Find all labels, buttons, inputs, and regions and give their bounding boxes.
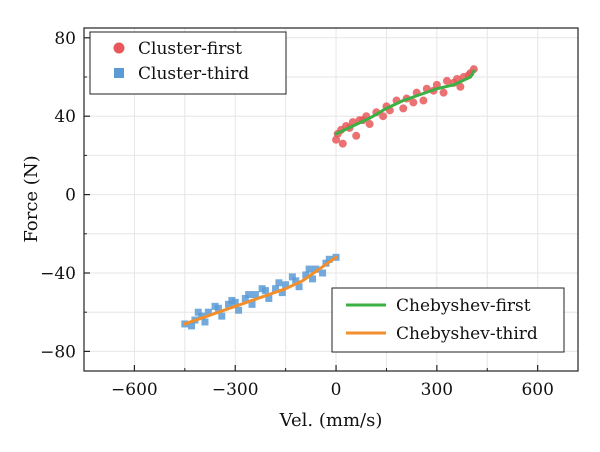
- y-tick-label: 0: [65, 186, 76, 206]
- cluster-first-point: [456, 82, 465, 91]
- legend-marker-cluster-third: [114, 68, 124, 78]
- cluster-third-point: [188, 322, 196, 330]
- legend-box-bottom-right: [331, 287, 565, 353]
- cluster-third-point: [258, 285, 266, 293]
- cluster-third-point: [204, 308, 212, 316]
- cluster-third-point: [275, 279, 283, 287]
- legend-label-cluster-first: Cluster-first: [138, 39, 242, 59]
- cluster-first-point: [409, 98, 418, 107]
- y-tick-label: 80: [54, 29, 76, 49]
- legend-label-cluster-third: Cluster-third: [138, 64, 249, 84]
- plot-frame: [83, 27, 579, 372]
- y-tick-label: −40: [40, 264, 76, 284]
- cluster-third-point: [302, 271, 310, 279]
- tick-labels: −600 −300 0 300 600 −80 −40 0 40 80: [40, 29, 554, 400]
- legend-label-chebyshev-first: Chebyshev-first: [396, 296, 531, 316]
- cluster-third-point: [245, 291, 253, 299]
- cluster-third-point: [198, 312, 206, 320]
- cluster-third-point: [292, 277, 300, 285]
- cluster-first-point: [399, 104, 408, 113]
- x-tick-label: 600: [521, 380, 553, 400]
- cluster-third-point: [218, 312, 226, 320]
- x-tick-label: −600: [111, 380, 158, 400]
- cluster-first-point: [365, 120, 374, 129]
- legend-box-top-left: [89, 31, 287, 95]
- cluster-first-point: [352, 131, 361, 140]
- grid: [83, 28, 578, 371]
- cluster-first-point: [439, 88, 448, 97]
- axis-ticks: [83, 37, 539, 371]
- cluster-third-point: [225, 300, 233, 308]
- cluster-third-point: [194, 308, 202, 316]
- cluster-first-point: [442, 76, 451, 85]
- x-tick-label: −300: [212, 380, 259, 400]
- y-axis-label: Force (N): [21, 155, 42, 242]
- cluster-third-point: [295, 283, 303, 291]
- cluster-third-point: [241, 294, 249, 302]
- legend-label-chebyshev-third: Chebyshev-third: [396, 324, 538, 344]
- legend-bottom-right: Chebyshev-first Chebyshev-third: [331, 287, 565, 353]
- cluster-third-point: [211, 302, 219, 310]
- cluster-third-point: [251, 291, 259, 299]
- x-tick-label: 0: [331, 380, 342, 400]
- y-tick-label: −80: [40, 342, 76, 362]
- cluster-third-point: [305, 265, 313, 273]
- cluster-first-point: [469, 65, 478, 74]
- cluster-third-point: [309, 275, 317, 283]
- cluster-third-point: [235, 306, 243, 314]
- cluster-third-point: [278, 289, 286, 297]
- cluster-third-point: [265, 294, 273, 302]
- cluster-third-point: [248, 300, 256, 308]
- cluster-third-point: [325, 255, 333, 263]
- cluster-third-point: [282, 281, 290, 289]
- cluster-first-point: [338, 139, 347, 148]
- cluster-third-point: [228, 296, 236, 304]
- plot-series: [181, 65, 478, 330]
- legend-marker-cluster-first: [113, 42, 125, 54]
- y-tick-label: 40: [54, 107, 76, 127]
- cluster-third-point: [312, 265, 320, 273]
- x-tick-label: 300: [421, 380, 453, 400]
- cluster-third-point: [272, 285, 280, 293]
- cluster-third-point: [288, 273, 296, 281]
- x-axis-label: Vel. (mm/s): [279, 410, 383, 431]
- cluster-first-point: [419, 96, 428, 105]
- cluster-first-point: [379, 112, 388, 121]
- cluster-third-point: [201, 318, 209, 326]
- chebyshev-first-line: [334, 69, 476, 136]
- chebyshev-third-line: [183, 255, 338, 326]
- legend-top-left: Cluster-first Cluster-third: [89, 31, 287, 95]
- cluster-third-point: [319, 269, 327, 277]
